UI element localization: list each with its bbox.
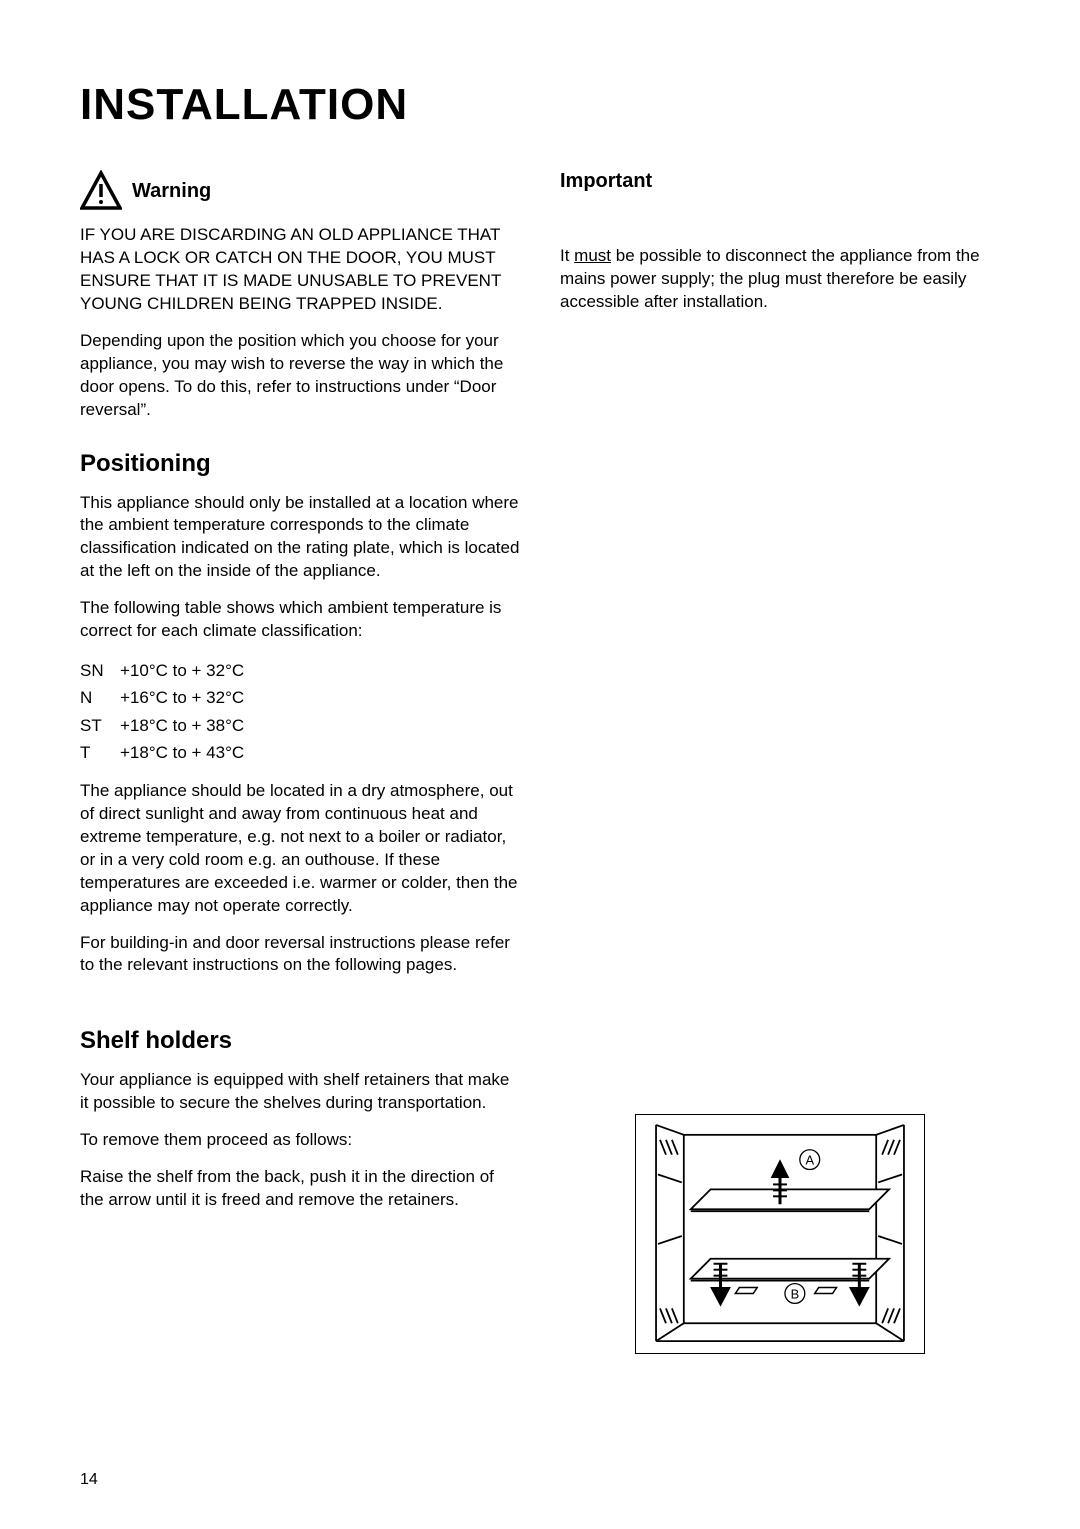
svg-text:A: A: [805, 1152, 814, 1167]
shelf-diagram: A: [635, 1114, 925, 1354]
page-number: 14: [80, 1471, 98, 1489]
shelf-heading: Shelf holders: [80, 1027, 520, 1055]
warning-para-1: IF YOU ARE DISCARDING AN OLD APPLIANCE T…: [80, 224, 520, 316]
positioning-heading: Positioning: [80, 450, 520, 478]
warning-heading: Warning: [80, 170, 520, 212]
climate-table: SN +10°C to + 32°C N +16°C to + 32°C ST …: [80, 657, 520, 766]
climate-range: +16°C to + 32°C: [120, 684, 520, 711]
climate-code: SN: [80, 657, 120, 684]
important-heading: Important: [560, 170, 1000, 193]
important-text: It must be possible to disconnect the ap…: [560, 245, 1000, 314]
climate-range: +18°C to + 38°C: [120, 712, 520, 739]
page-title: INSTALLATION: [80, 80, 1000, 130]
climate-row: SN +10°C to + 32°C: [80, 657, 520, 684]
right-column: Important It must be possible to disconn…: [560, 170, 1000, 1354]
climate-row: ST +18°C to + 38°C: [80, 712, 520, 739]
climate-range: +10°C to + 32°C: [120, 657, 520, 684]
important-text-suffix: be possible to disconnect the appliance …: [560, 246, 980, 311]
shelf-diagram-container: A: [560, 1114, 1000, 1354]
climate-range: +18°C to + 43°C: [120, 739, 520, 766]
positioning-para-4: For building-in and door reversal instru…: [80, 932, 520, 978]
climate-row: T +18°C to + 43°C: [80, 739, 520, 766]
climate-code: T: [80, 739, 120, 766]
warning-triangle-icon: [80, 170, 122, 212]
climate-code: ST: [80, 712, 120, 739]
content-columns: Warning IF YOU ARE DISCARDING AN OLD APP…: [80, 170, 1000, 1354]
positioning-para-3: The appliance should be located in a dry…: [80, 780, 520, 918]
warning-para-2: Depending upon the position which you ch…: [80, 330, 520, 422]
positioning-para-2: The following table shows which ambient …: [80, 597, 520, 643]
left-column: Warning IF YOU ARE DISCARDING AN OLD APP…: [80, 170, 520, 1354]
shelf-section: Shelf holders Your appliance is equipped…: [80, 1027, 520, 1212]
warning-label: Warning: [132, 180, 211, 203]
important-text-prefix: It: [560, 246, 574, 265]
shelf-para-2: To remove them proceed as follows:: [80, 1129, 520, 1152]
shelf-para-3: Raise the shelf from the back, push it i…: [80, 1166, 520, 1212]
positioning-para-1: This appliance should only be installed …: [80, 492, 520, 584]
important-text-underlined: must: [574, 246, 611, 265]
climate-code: N: [80, 684, 120, 711]
climate-row: N +16°C to + 32°C: [80, 684, 520, 711]
svg-text:B: B: [791, 1286, 800, 1301]
shelf-para-1: Your appliance is equipped with shelf re…: [80, 1069, 520, 1115]
